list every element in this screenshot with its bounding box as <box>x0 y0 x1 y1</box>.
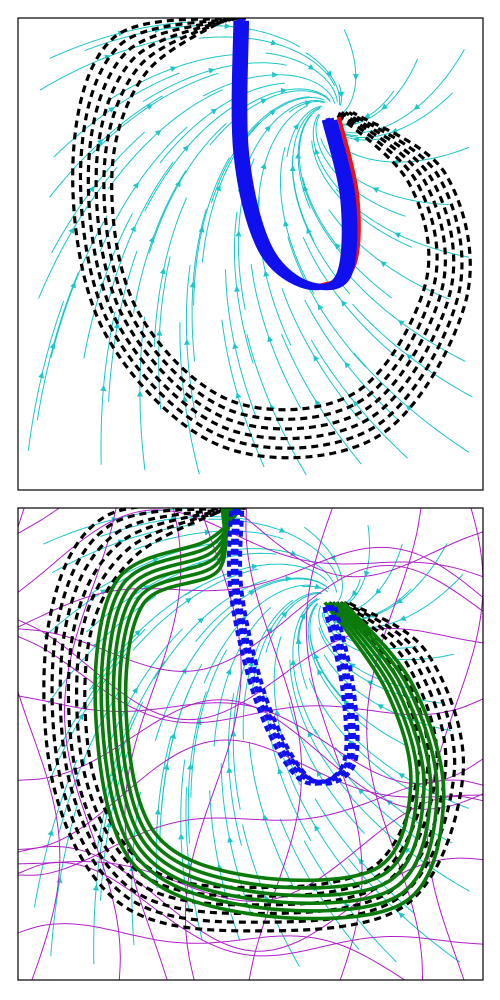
streamline-arrow <box>283 220 289 227</box>
bottom-panel <box>4 468 483 1000</box>
streamline <box>233 658 247 810</box>
streamline-arrow <box>236 392 242 399</box>
streamline-arrow <box>224 23 230 29</box>
secondary-streamline <box>4 508 60 980</box>
streamline-arrow <box>314 583 321 589</box>
streamline-arrow <box>265 125 271 131</box>
streamline <box>247 334 306 475</box>
streamline-arrow <box>269 110 276 116</box>
streamline-arrow <box>235 230 241 236</box>
streamline <box>354 353 469 452</box>
streamline-arrow <box>398 320 405 326</box>
streamline-arrow <box>272 72 278 78</box>
blue-trajectory <box>234 21 344 288</box>
streamline-arrow <box>261 163 267 170</box>
secondary-streamline <box>18 468 483 577</box>
streamline <box>37 273 78 421</box>
streamline-arrow <box>353 74 359 80</box>
streamline-arrow <box>271 40 278 46</box>
streamline-arrow <box>285 576 291 582</box>
streamline-arrow <box>133 182 139 189</box>
streamline <box>160 83 285 163</box>
streamline-arrow <box>226 767 232 773</box>
streamline <box>155 611 232 741</box>
streamline-arrow <box>156 330 162 336</box>
streamline <box>196 579 325 642</box>
streamline <box>108 90 222 189</box>
streamline-arrow <box>398 773 405 779</box>
streamline-arrow <box>380 261 387 267</box>
streamline-arrow <box>56 877 62 883</box>
streamline-arrow <box>232 343 238 349</box>
streamline-arrow <box>341 300 347 307</box>
streamline <box>40 37 181 90</box>
streamline-arrow <box>277 768 283 775</box>
streamline-arrow <box>308 64 315 70</box>
streamline-arrow <box>137 390 143 396</box>
streamline-arrow <box>208 68 215 74</box>
streamline-arrow <box>295 638 301 644</box>
streamline <box>251 264 301 409</box>
streamline-arrow <box>234 286 240 292</box>
streamline-arrow <box>185 598 192 604</box>
streamline-arrow <box>178 833 184 839</box>
streamline <box>51 805 77 956</box>
streamline-arrow <box>227 836 233 842</box>
streamline-arrow <box>344 362 350 369</box>
streamline-arrow <box>267 336 273 343</box>
dashed-trajectory <box>73 18 471 458</box>
streamline-arrow <box>263 270 269 277</box>
streamline-arrow <box>211 109 218 115</box>
streamline-arrow <box>295 152 301 158</box>
secondary-streamline <box>18 924 483 1000</box>
streamline-arrow <box>100 385 106 391</box>
streamline-arrow <box>406 354 413 360</box>
streamline-arrow <box>160 268 166 274</box>
dashed-trajectory <box>104 18 437 419</box>
streamline-arrow <box>48 829 54 836</box>
streamline <box>106 54 248 102</box>
streamline-arrow <box>146 104 153 110</box>
streamline <box>92 73 219 154</box>
secondary-streamline <box>18 547 483 627</box>
streamline <box>51 216 107 358</box>
streamline-arrow <box>38 372 44 379</box>
streamline-arrow <box>314 825 320 832</box>
streamline <box>340 525 370 607</box>
streamline <box>194 158 230 306</box>
streamline-arrow <box>281 611 287 617</box>
top-panel <box>18 18 483 490</box>
streamline-arrow <box>170 66 177 72</box>
streamline-arrow <box>313 355 319 362</box>
streamline-arrow <box>93 884 99 890</box>
streamline <box>154 198 186 347</box>
streamline-arrow <box>314 148 320 155</box>
streamline-arrow <box>155 808 161 814</box>
streamline-arrow <box>290 659 296 665</box>
streamline-arrow <box>318 304 324 311</box>
streamline <box>210 91 330 145</box>
streamline-arrow <box>335 243 341 250</box>
streamline-arrow <box>184 339 190 345</box>
streamline <box>109 251 137 402</box>
streamline <box>226 269 258 419</box>
streamline <box>203 75 335 104</box>
streamline <box>199 37 335 86</box>
streamline <box>282 334 362 464</box>
streamline <box>293 599 317 735</box>
